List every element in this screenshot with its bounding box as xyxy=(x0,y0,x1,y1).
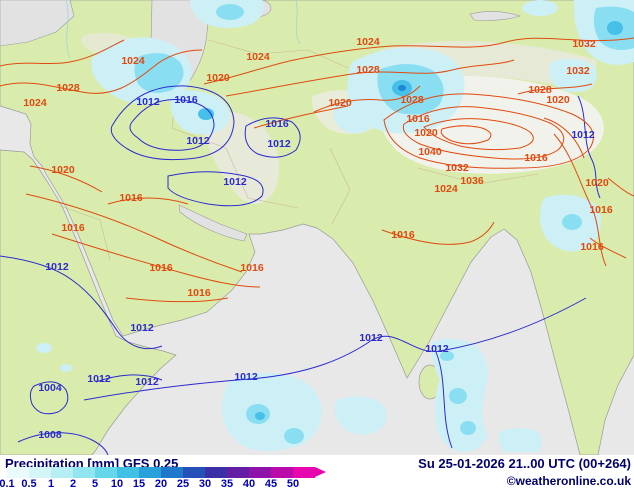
scale-label: 0.5 xyxy=(21,478,37,490)
scale-segment xyxy=(183,467,205,478)
scale-arrow-icon xyxy=(315,467,326,477)
scale-label: 20 xyxy=(154,478,168,490)
scale-label: 1 xyxy=(47,478,55,490)
persian-gulf xyxy=(178,204,248,242)
scale-label: 5 xyxy=(91,478,99,490)
scale-label: 2 xyxy=(69,478,77,490)
legend-bar: Precipitation [mm] GFS 0.25 Su 25-01-202… xyxy=(0,455,634,490)
scale-labels: 0.1 0.5 1 2 5 10 15 20 25 30 35 40 45 50 xyxy=(0,478,337,490)
contours-orange xyxy=(0,37,634,303)
scale-label: 25 xyxy=(176,478,190,490)
weather-map: 1012 1016 1012 1016 1012 1012 1012 1012 1012 1012… xyxy=(0,0,634,455)
scale-label: 15 xyxy=(132,478,146,490)
scale-segment xyxy=(293,467,315,478)
black-sea xyxy=(0,0,75,47)
scale-segment xyxy=(51,467,73,478)
scale-segment xyxy=(7,467,29,478)
scale-label: 10 xyxy=(110,478,124,490)
precipitation-layer xyxy=(36,0,634,452)
scale-bar xyxy=(7,467,326,478)
scale-segment xyxy=(249,467,271,478)
scale-label: 35 xyxy=(220,478,234,490)
scale-segment xyxy=(205,467,227,478)
scale-segment xyxy=(95,467,117,478)
scale-segment xyxy=(271,467,293,478)
scale-segment xyxy=(139,467,161,478)
scale-label: 40 xyxy=(242,478,256,490)
scale-label: 30 xyxy=(198,478,212,490)
scale-segment xyxy=(161,467,183,478)
forecast-datetime: Su 25-01-2026 21..00 UTC (00+264) xyxy=(418,456,631,471)
scale-segment xyxy=(117,467,139,478)
scale-segment xyxy=(73,467,95,478)
scale-segment xyxy=(227,467,249,478)
lake-balkhash xyxy=(469,11,522,21)
isobar-contours-blue xyxy=(0,85,601,455)
rivers xyxy=(65,0,301,59)
scale-segment xyxy=(29,467,51,478)
scale-label: 45 xyxy=(264,478,278,490)
zagros-mountains xyxy=(198,111,280,205)
copyright-text: ©weatheronline.co.uk xyxy=(506,474,631,488)
scale-label: 0.1 xyxy=(0,478,15,490)
scale-label: 50 xyxy=(286,478,300,490)
country-borders xyxy=(59,39,539,261)
